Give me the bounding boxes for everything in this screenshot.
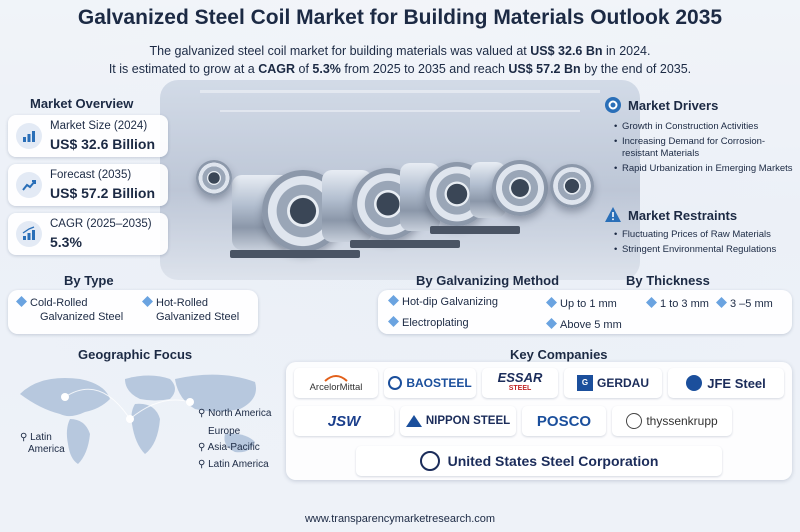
trend-up-icon <box>16 172 42 198</box>
page-title: Galvanized Steel Coil Market for Buildin… <box>77 6 723 29</box>
growth-bars-icon <box>16 221 42 247</box>
method-thickness-box: Hot-dip Galvanizing Electroplating Up to… <box>378 290 792 334</box>
bar-chart-icon <box>16 123 42 149</box>
world-map <box>20 374 256 464</box>
logo-baosteel: BAOSTEEL <box>384 368 476 398</box>
list-item: Fluctuating Prices of Raw Materials <box>614 229 794 242</box>
by-type-box: Cold-Rolled Galvanized Steel Hot-Rolled … <box>8 290 258 334</box>
geo-heading: Geographic Focus <box>78 347 193 362</box>
cagr-card: CAGR (2025–2035) 5.3% <box>8 213 168 255</box>
forecast-card: Forecast (2035) US$ 57.2 Billion <box>8 164 168 206</box>
list-item: Growth in Construction Activities <box>614 121 794 134</box>
list-item: Stringent Environmental Regulations <box>614 244 794 257</box>
nippon-mark-icon <box>405 415 422 427</box>
logo-jfe-steel: JFE Steel <box>668 368 784 398</box>
diamond-icon <box>16 296 27 307</box>
region-america: America <box>28 444 65 455</box>
location-pin-icon: ⚲ <box>198 459 206 470</box>
region-europe: Europe <box>208 426 241 437</box>
diamond-icon <box>142 296 153 307</box>
location-pin-icon: ⚲ <box>198 408 206 419</box>
jfe-globe-icon <box>686 375 703 391</box>
region-north-america: ⚲ North America <box>198 408 272 419</box>
logo-arcelormittal: ArcelorMittal <box>294 368 378 398</box>
stat-value: US$ 32.6 Billion <box>50 136 156 152</box>
logo-essar: ESSAR STEEL <box>482 368 558 398</box>
method-item: Hot-dip Galvanizing <box>388 295 498 309</box>
thickness-item: 3 –5 mm <box>716 297 773 311</box>
market-restraints-heading: Market Restraints <box>604 206 737 224</box>
by-method-heading: By Galvanizing Method <box>416 273 560 288</box>
market-drivers-heading: Market Drivers <box>604 96 718 114</box>
intro-line-1: The galvanized steel coil market for bui… <box>149 44 651 58</box>
location-pin-icon: ⚲ <box>198 442 206 453</box>
logo-gerdau: G GERDAU <box>564 368 662 398</box>
thyssenkrupp-mark-icon <box>626 413 643 429</box>
stat-value: 5.3% <box>50 234 82 250</box>
thickness-item: Above 5 mm <box>546 318 622 332</box>
logo-nippon-steel: NIPPON STEEL <box>400 406 516 436</box>
diamond-icon <box>716 297 727 308</box>
companies-heading: Key Companies <box>510 347 608 362</box>
method-item: Electroplating <box>388 316 469 330</box>
companies-panel: ArcelorMittal BAOSTEEL ESSAR STEEL G GER… <box>286 362 792 480</box>
warning-icon <box>605 207 621 222</box>
stat-label: Forecast (2035) <box>50 169 132 181</box>
thickness-item: Up to 1 mm <box>546 297 617 311</box>
drivers-list: Growth in Construction Activities Increa… <box>614 121 794 177</box>
type-item-hot-rolled: Hot-Rolled Galvanized Steel <box>142 296 239 324</box>
list-item: Rapid Urbanization in Emerging Markets <box>614 163 794 176</box>
by-type-heading: By Type <box>64 273 114 288</box>
stat-value: US$ 57.2 Billion <box>50 185 156 201</box>
thickness-item: 1 to 3 mm <box>646 297 709 311</box>
footer-url[interactable]: www.transparencymarketresearch.com <box>304 513 496 525</box>
diamond-icon <box>546 318 557 329</box>
stat-label: CAGR (2025–2035) <box>50 218 152 230</box>
logo-us-steel: United States Steel Corporation <box>356 446 722 476</box>
region-latin-america: ⚲ Latin America <box>198 459 269 470</box>
stat-label: Market Size (2024) <box>50 120 148 132</box>
region-latin: ⚲ Latin <box>20 432 52 443</box>
region-asia-pacific: ⚲ Asia-Pacific <box>198 442 260 453</box>
diamond-icon <box>546 297 557 308</box>
logo-jsw: JSW <box>294 406 394 436</box>
gerdau-mark-icon: G <box>576 375 593 391</box>
type-item-cold-rolled: Cold-Rolled Galvanized Steel <box>16 296 123 324</box>
by-thickness-heading: By Thickness <box>626 273 710 288</box>
intro-line-2: It is estimated to grow at a CAGR of 5.3… <box>108 62 692 76</box>
us-steel-mark-icon <box>419 451 440 471</box>
gear-icon <box>605 97 621 113</box>
diamond-icon <box>388 295 399 306</box>
market-overview-heading: Market Overview <box>30 96 134 111</box>
list-item: Increasing Demand for Corrosion-resistan… <box>614 136 794 161</box>
market-size-card: Market Size (2024) US$ 32.6 Billion <box>8 115 168 157</box>
restraints-list: Fluctuating Prices of Raw Materials Stri… <box>614 229 794 258</box>
diamond-icon <box>388 316 399 327</box>
logo-posco: POSCO <box>522 406 606 436</box>
location-pin-icon: ⚲ <box>20 432 28 443</box>
diamond-icon <box>646 297 657 308</box>
logo-thyssenkrupp: thyssenkrupp <box>612 406 732 436</box>
